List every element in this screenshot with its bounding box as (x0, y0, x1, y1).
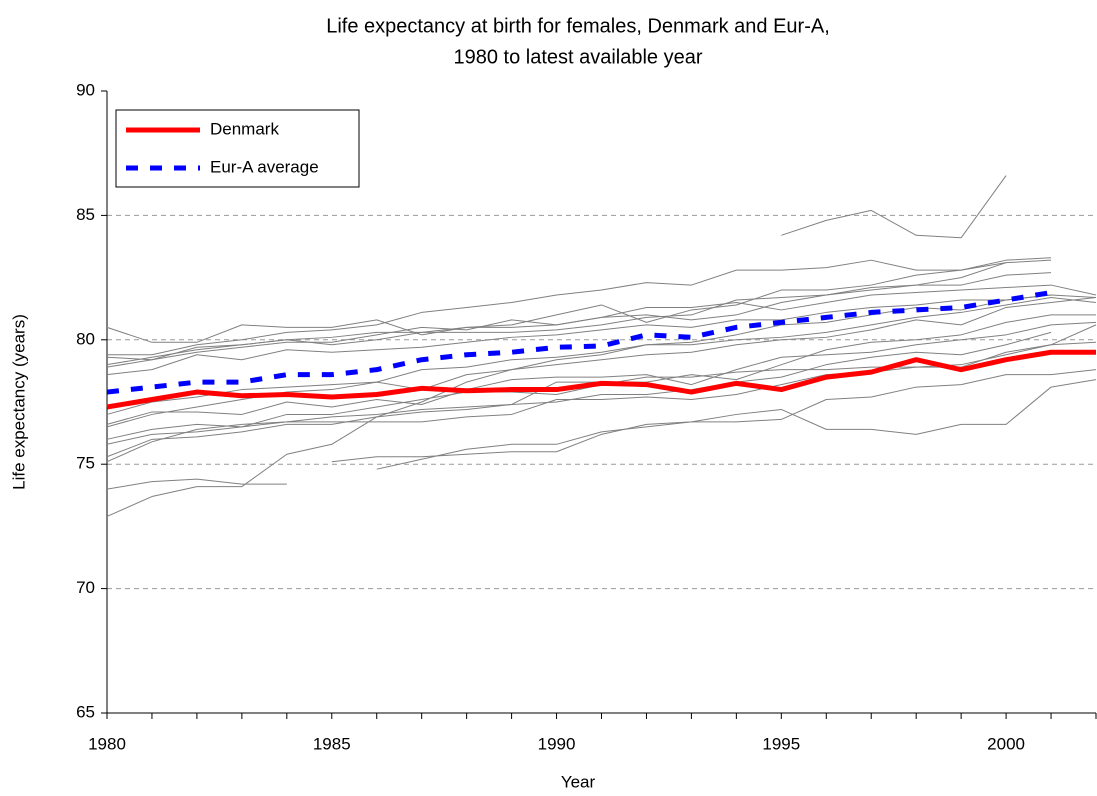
x-tick-label: 1995 (762, 734, 800, 753)
country-line (331, 379, 1097, 463)
country-line (106, 478, 287, 490)
country-line (107, 259, 1052, 356)
chart-title: Life expectancy at birth for females, De… (326, 15, 830, 37)
country-line (106, 331, 1052, 458)
y-tick-label: 75 (76, 454, 95, 473)
x-tick-label: 1985 (313, 734, 351, 753)
x-tick-label: 1990 (538, 734, 576, 753)
series-line (106, 349, 1096, 410)
country-line (376, 369, 1097, 470)
country-line (106, 257, 1052, 343)
country-line (106, 341, 1097, 440)
legend-label: Denmark (210, 119, 279, 138)
series-line (106, 290, 1052, 395)
y-tick-label: 70 (76, 578, 95, 597)
y-tick-label: 90 (76, 80, 95, 99)
legend-box (115, 109, 360, 188)
y-tick-label: 80 (76, 329, 95, 348)
x-tick-label: 2000 (987, 734, 1025, 753)
country-line (106, 297, 1097, 415)
country-line (781, 175, 1007, 239)
legend-label: Eur-A average (210, 157, 319, 176)
country-line (106, 294, 1097, 376)
chart-title: 1980 to latest available year (453, 46, 702, 68)
y-tick-label: 85 (76, 205, 95, 224)
country-line (106, 321, 1097, 425)
y-tick-label: 65 (76, 702, 95, 721)
x-axis-title: Year (561, 772, 596, 791)
y-axis-title: Life expectancy (years) (9, 314, 28, 490)
x-tick-label: 1980 (88, 734, 126, 753)
country-line (106, 262, 1007, 361)
country-line (106, 294, 1052, 517)
